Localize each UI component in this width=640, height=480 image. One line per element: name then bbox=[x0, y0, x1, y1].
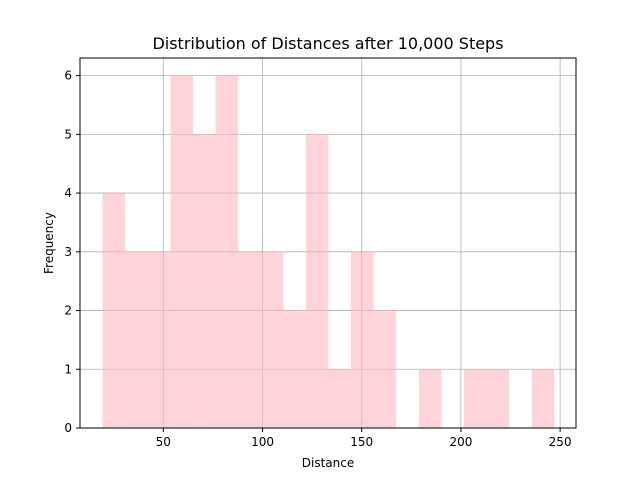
histogram-bar bbox=[170, 75, 194, 428]
plot-frame bbox=[79, 57, 577, 429]
histogram-bar bbox=[463, 369, 487, 428]
histogram-bar bbox=[215, 75, 239, 428]
y-tick-label: 1 bbox=[64, 362, 72, 376]
x-tick-label: 150 bbox=[350, 435, 373, 449]
histogram-bar bbox=[531, 369, 555, 428]
histogram-bar bbox=[147, 251, 171, 428]
histogram-bar bbox=[351, 251, 374, 428]
histogram-bar bbox=[193, 134, 216, 428]
y-tick-label: 3 bbox=[64, 245, 72, 259]
bars bbox=[102, 75, 555, 428]
x-tick-label: 200 bbox=[449, 435, 472, 449]
y-tick-label: 6 bbox=[64, 69, 72, 83]
y-tick-label: 5 bbox=[64, 127, 72, 141]
histogram-bar bbox=[260, 251, 284, 428]
histogram-bar bbox=[238, 251, 261, 428]
chart-title: Distribution of Distances after 10,000 S… bbox=[152, 34, 503, 53]
x-tick-label: 250 bbox=[549, 435, 572, 449]
y-tick-label: 0 bbox=[64, 421, 72, 435]
ticks: 50 100 150 200 250 0 1 2 3 4 5 6 bbox=[64, 69, 571, 449]
histogram-bar bbox=[102, 193, 126, 428]
y-tick-label: 2 bbox=[64, 304, 72, 318]
histogram-bar bbox=[283, 310, 306, 428]
histogram-bar bbox=[305, 134, 329, 428]
histogram-bar bbox=[418, 369, 442, 428]
histogram-bar bbox=[328, 369, 352, 428]
x-axis-label: Distance bbox=[302, 456, 354, 470]
x-tick-label: 50 bbox=[156, 435, 171, 449]
x-tick-label: 100 bbox=[251, 435, 274, 449]
histogram-bar bbox=[125, 251, 148, 428]
y-axis-label: Frequency bbox=[42, 212, 56, 274]
histogram-bar bbox=[486, 369, 510, 428]
y-tick-label: 4 bbox=[64, 186, 72, 200]
histogram-bar bbox=[373, 310, 397, 428]
